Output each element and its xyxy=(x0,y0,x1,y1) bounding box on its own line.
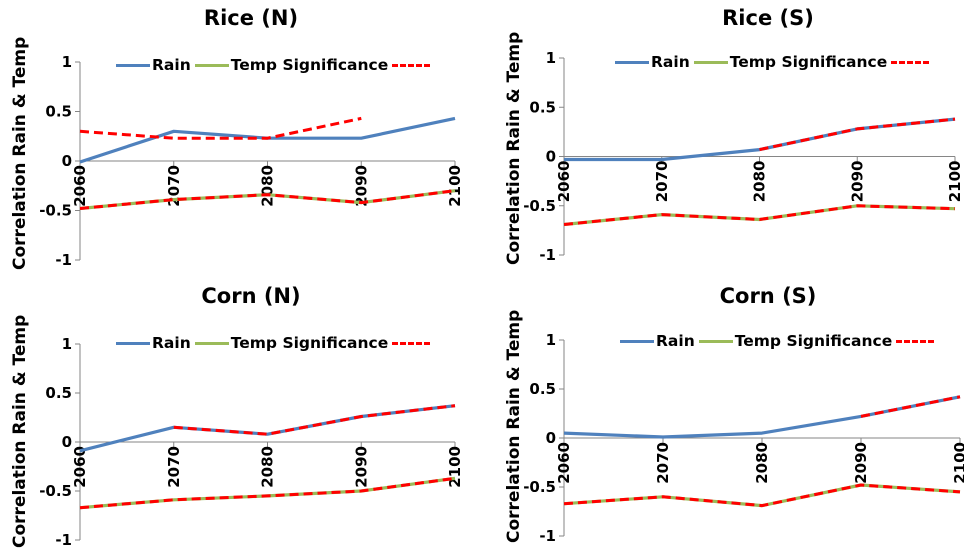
x-tick-label: 2090 xyxy=(852,442,870,484)
legend: Rain Temp Significance xyxy=(620,332,936,350)
y-tick-label: -1 xyxy=(55,531,72,549)
legend-label-significance: Significance xyxy=(786,332,893,350)
legend: Rain Temp Significance xyxy=(116,56,432,74)
x-tick-label: 2070 xyxy=(165,446,183,488)
y-tick-label: 0.5 xyxy=(45,384,72,402)
legend-label-rain: Rain xyxy=(152,334,191,352)
series-significance-line-temp xyxy=(79,189,456,210)
y-tick-label: 0.5 xyxy=(45,103,72,121)
series-rain-line xyxy=(563,395,961,439)
legend-label-significance: Significance xyxy=(282,56,389,74)
y-tick-label: 1 xyxy=(62,53,72,71)
legend-label-temp: Temp xyxy=(734,332,782,350)
chart-panel-rice-n: Rice (N) Correlation Rain & Temp Rain Te… xyxy=(0,0,482,278)
y-tick-label: 1 xyxy=(62,335,72,353)
plot-area: -1 -0.5 0 0.5 1 2060 2070 2080 2090 2100 xyxy=(523,331,964,545)
series-significance-line-temp xyxy=(563,204,956,226)
chart-panel-corn-n: Corn (N) Correlation Rain & Temp Rain Te… xyxy=(0,278,482,556)
x-tick-label: 2060 xyxy=(555,442,573,484)
series-rain-line xyxy=(79,116,456,164)
y-tick-label: 1 xyxy=(546,49,556,67)
y-tick-label: -0.5 xyxy=(39,202,72,220)
y-tick-label: -0.5 xyxy=(523,478,556,496)
chart-title: Corn (S) xyxy=(719,284,817,308)
legend-label-temp: Temp xyxy=(729,53,777,71)
x-tick-label: 2100 xyxy=(446,165,464,207)
plot-area: -1 -0.5 0 0.5 1 2060 2070 2080 2090 2100 xyxy=(523,49,964,264)
x-tick-label: 2070 xyxy=(654,442,672,484)
legend: Rain Temp Significance xyxy=(116,334,432,352)
x-tick-label: 2080 xyxy=(751,161,769,203)
chart-title: Rice (S) xyxy=(722,6,814,30)
series-significance-line-rain xyxy=(79,116,362,140)
series-significance-line-rain xyxy=(759,117,956,152)
series-rain-line xyxy=(79,404,456,453)
y-tick-label: 0 xyxy=(62,433,72,451)
series-temp-line xyxy=(563,204,956,227)
x-tick-label: 2100 xyxy=(446,446,464,488)
x-tick-label: 2060 xyxy=(71,165,89,207)
series-rain-line xyxy=(564,117,956,162)
x-tick-label: 2090 xyxy=(352,165,370,207)
legend-swatch-rain xyxy=(116,63,150,67)
legend-swatch-rain xyxy=(615,60,649,64)
y-tick-label: 0.5 xyxy=(529,380,556,398)
chart-panel-rice-s: Rice (S) Correlation Rain & Temp Rain Te… xyxy=(482,0,964,278)
legend-label-significance: Significance xyxy=(282,334,389,352)
plot-area: -1 -0.5 0 0.5 1 2060 2070 2080 2090 2100 xyxy=(39,335,464,549)
legend-swatch-rain xyxy=(620,339,654,343)
x-tick-label: 2080 xyxy=(259,165,277,207)
y-tick-label: -0.5 xyxy=(39,482,72,500)
y-tick-label: -1 xyxy=(539,527,556,545)
legend-swatch-temp xyxy=(194,63,229,67)
legend-swatch-significance xyxy=(392,341,431,345)
y-tick-label: 1 xyxy=(546,331,556,349)
x-tick-label: 2080 xyxy=(753,442,771,484)
legend-label-rain: Rain xyxy=(651,53,690,71)
legend-swatch-significance xyxy=(896,339,935,343)
legend-swatch-temp xyxy=(194,341,229,345)
legend-swatch-temp xyxy=(698,339,733,343)
x-tick-label: 2070 xyxy=(653,161,671,203)
plot-area: -1 -0.5 0 0.5 1 2060 2070 2080 2090 2100 xyxy=(39,53,464,269)
y-tick-label: 0 xyxy=(62,152,72,170)
legend-swatch-temp xyxy=(693,60,728,64)
y-tick-label: -1 xyxy=(539,246,556,264)
y-tick-label: 0 xyxy=(546,429,556,447)
series-significance-line-temp xyxy=(79,476,456,510)
legend: Rain Temp Significance xyxy=(615,53,931,71)
x-tick-label: 2080 xyxy=(259,446,277,488)
x-tick-label: 2090 xyxy=(352,446,370,488)
x-tick-label: 2060 xyxy=(71,446,89,488)
y-tick-label: 0 xyxy=(546,148,556,166)
x-tick-label: 2070 xyxy=(165,165,183,207)
y-tick-label: -0.5 xyxy=(523,197,556,215)
chart-title: Rice (N) xyxy=(203,6,299,30)
legend-label-rain: Rain xyxy=(152,56,191,74)
legend-label-rain: Rain xyxy=(656,332,695,350)
y-tick-label: -1 xyxy=(55,251,72,269)
y-tick-label: 0.5 xyxy=(529,98,556,116)
series-significance-line-rain xyxy=(860,395,961,418)
series-significance-line-rain xyxy=(173,404,456,436)
x-tick-label: 2090 xyxy=(848,161,866,203)
legend-label-significance: Significance xyxy=(781,53,888,71)
chart-panel-corn-s: Corn (S) Correlation Rain & Temp Rain Te… xyxy=(482,278,964,556)
x-tick-label: 2060 xyxy=(555,161,573,203)
x-tick-label: 2100 xyxy=(946,161,964,203)
x-tick-label: 2100 xyxy=(951,442,964,484)
legend-swatch-rain xyxy=(116,341,150,345)
legend-swatch-significance xyxy=(891,60,930,64)
chart-title: Corn (N) xyxy=(201,284,301,308)
legend-label-temp: Temp xyxy=(230,334,278,352)
series-significance-line-temp xyxy=(563,483,961,508)
legend-label-temp: Temp xyxy=(230,56,278,74)
legend-swatch-significance xyxy=(392,63,431,67)
